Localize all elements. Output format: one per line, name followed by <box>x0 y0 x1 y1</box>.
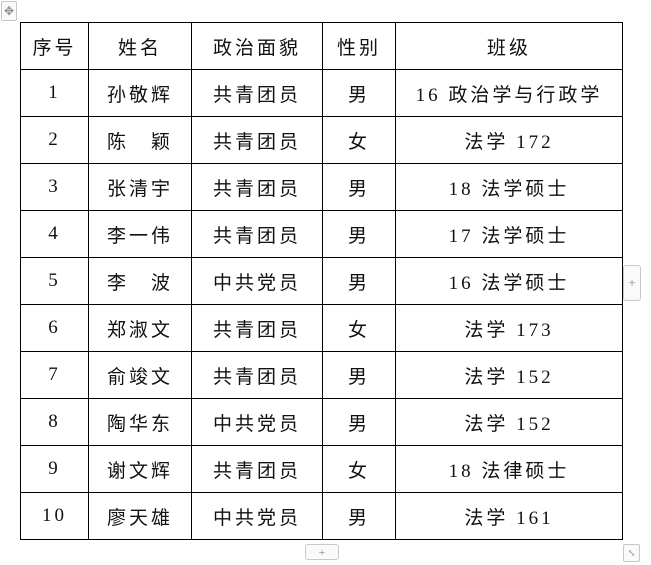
header-cell: 姓名 <box>88 22 192 70</box>
name-cell: 陈 颖 <box>88 116 192 164</box>
political-status-cell: 共青团员 <box>191 210 323 258</box>
index-cell: 6 <box>20 304 89 352</box>
gender-cell: 男 <box>322 257 396 305</box>
name-cell: 谢文辉 <box>88 445 192 493</box>
header-row: 序号 姓名 政治面貌 性别 班级 <box>20 22 623 70</box>
class-cell: 法学 172 <box>395 116 623 164</box>
political-status-cell: 共青团员 <box>191 351 323 399</box>
gender-cell: 女 <box>322 445 396 493</box>
name-cell: 陶华东 <box>88 398 192 446</box>
political-status-cell: 中共党员 <box>191 398 323 446</box>
header-cell: 政治面貌 <box>191 22 323 70</box>
class-cell: 16 政治学与行政学 <box>395 69 623 117</box>
gender-cell: 男 <box>322 398 396 446</box>
class-cell: 17 法学硕士 <box>395 210 623 258</box>
gender-cell: 女 <box>322 116 396 164</box>
political-status-cell: 共青团员 <box>191 69 323 117</box>
index-cell: 1 <box>20 69 89 117</box>
header-cell: 序号 <box>20 22 89 70</box>
gender-cell: 女 <box>322 304 396 352</box>
gender-cell: 男 <box>322 210 396 258</box>
index-cell: 4 <box>20 210 89 258</box>
political-status-cell: 中共党员 <box>191 492 323 540</box>
table-row: 9 谢文辉 共青团员女 18 法律硕士 <box>20 445 623 493</box>
class-cell: 18 法律硕士 <box>395 445 623 493</box>
table-move-handle-icon[interactable]: ✥ <box>1 1 17 21</box>
table-row: 1 孙敬辉 共青团员男 16 政治学与行政学 <box>20 69 623 117</box>
header-cell: 性别 <box>322 22 396 70</box>
name-cell: 俞竣文 <box>88 351 192 399</box>
class-cell: 法学 152 <box>395 351 623 399</box>
table-row: 6 郑淑文 共青团员女法学 173 <box>20 304 623 352</box>
name-cell: 孙敬辉 <box>88 69 192 117</box>
name-cell: 郑淑文 <box>88 304 192 352</box>
index-cell: 10 <box>20 492 89 540</box>
name-cell: 张清宇 <box>88 163 192 211</box>
add-row-button[interactable]: + <box>305 544 339 560</box>
class-cell: 18 法学硕士 <box>395 163 623 211</box>
index-cell: 9 <box>20 445 89 493</box>
table-row: 4 李一伟 共青团员男 17 法学硕士 <box>20 210 623 258</box>
index-cell: 3 <box>20 163 89 211</box>
gender-cell: 男 <box>322 492 396 540</box>
index-cell: 2 <box>20 116 89 164</box>
index-cell: 5 <box>20 257 89 305</box>
political-status-cell: 共青团员 <box>191 304 323 352</box>
gender-cell: 男 <box>322 351 396 399</box>
name-cell: 廖天雄 <box>88 492 192 540</box>
index-cell: 8 <box>20 398 89 446</box>
class-cell: 法学 161 <box>395 492 623 540</box>
political-status-cell: 中共党员 <box>191 257 323 305</box>
index-cell: 7 <box>20 351 89 399</box>
table-row: 3 张清宇 共青团员男 18 法学硕士 <box>20 163 623 211</box>
political-status-cell: 共青团员 <box>191 445 323 493</box>
name-cell: 李 波 <box>88 257 192 305</box>
class-cell: 16 法学硕士 <box>395 257 623 305</box>
table-row: 7 俞竣文 共青团员男法学 152 <box>20 351 623 399</box>
add-column-button[interactable]: + <box>623 265 641 301</box>
political-status-cell: 共青团员 <box>191 116 323 164</box>
class-cell: 法学 173 <box>395 304 623 352</box>
table-resize-icon[interactable]: ⤡ <box>623 544 640 562</box>
table-row: 8 陶华东 中共党员男法学 152 <box>20 398 623 446</box>
student-table: 序号 姓名 政治面貌 性别 班级 1 孙敬辉 共青团员男 16 政治学与行政学 2 陈 颖… <box>20 22 623 540</box>
gender-cell: 男 <box>322 69 396 117</box>
header-cell: 班级 <box>395 22 623 70</box>
gender-cell: 男 <box>322 163 396 211</box>
name-cell: 李一伟 <box>88 210 192 258</box>
political-status-cell: 共青团员 <box>191 163 323 211</box>
class-cell: 法学 152 <box>395 398 623 446</box>
table-row: 10 廖天雄 中共党员男法学 161 <box>20 492 623 540</box>
